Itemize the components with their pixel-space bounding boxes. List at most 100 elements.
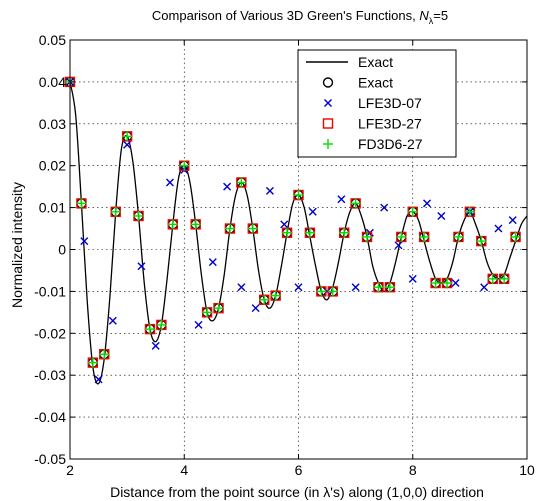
y-tick-label: 0.04 — [39, 74, 66, 90]
data-point — [494, 224, 503, 233]
data-point — [430, 278, 441, 289]
marker-x-b — [80, 237, 89, 246]
y-tick-label: -0.04 — [34, 409, 66, 425]
data-point — [133, 210, 144, 221]
marker-x-b — [108, 316, 117, 325]
y-tick-label: 0 — [58, 242, 66, 258]
series-fd3d6-27-marker — [65, 76, 521, 368]
y-tick-label: -0.02 — [34, 325, 66, 341]
data-point — [265, 186, 274, 195]
data-point — [294, 283, 303, 292]
x-tick-label: 6 — [295, 462, 303, 478]
data-point — [293, 190, 304, 201]
data-point — [510, 231, 521, 242]
y-tick-label: -0.03 — [34, 367, 66, 383]
marker-x-b — [308, 207, 317, 216]
data-point — [487, 273, 498, 284]
data-point — [151, 341, 160, 350]
plot-area — [64, 76, 528, 385]
y-tick-label: 0.01 — [39, 200, 66, 216]
legend-label: Exact — [358, 54, 393, 70]
data-point — [327, 286, 338, 297]
data-point — [167, 219, 178, 230]
marker-x-b — [265, 186, 274, 195]
data-point — [194, 320, 203, 329]
legend-label: Exact — [358, 75, 393, 91]
data-point — [373, 282, 384, 293]
data-point — [499, 273, 510, 284]
legend-label: LFE3D-27 — [358, 116, 422, 132]
marker-x-b — [94, 375, 103, 384]
data-point — [223, 182, 232, 191]
marker-x-b — [223, 182, 232, 191]
marker-square — [322, 118, 334, 129]
x-axis-label: Distance from the point source (in λ's) … — [110, 484, 484, 500]
legend-item: Exact — [306, 54, 393, 70]
legend-item: LFE3D-07 — [324, 95, 422, 111]
legend-marker-swatch — [322, 77, 334, 88]
data-point — [259, 294, 270, 305]
marker-x-b — [323, 287, 332, 296]
marker-x-b — [451, 279, 460, 288]
legend-item: Exact — [322, 75, 393, 91]
y-tick-label: 0.02 — [39, 158, 66, 174]
data-point — [464, 206, 475, 217]
marker-x-b — [423, 199, 432, 208]
marker-x-b — [237, 283, 246, 292]
data-point — [190, 219, 201, 230]
data-point — [80, 237, 89, 246]
data-point — [476, 236, 487, 247]
x-tick-label: 10 — [519, 462, 535, 478]
data-point — [237, 283, 246, 292]
data-point — [156, 319, 167, 330]
x-tick-label: 4 — [180, 462, 188, 478]
data-point — [179, 160, 190, 171]
data-point — [87, 357, 98, 368]
data-point — [308, 207, 317, 216]
data-point — [453, 231, 464, 242]
data-point — [408, 274, 417, 283]
data-point — [451, 279, 460, 288]
data-point — [144, 324, 155, 335]
data-point — [304, 227, 315, 238]
data-point — [76, 198, 87, 209]
marker-x-b — [151, 341, 160, 350]
data-point — [165, 178, 174, 187]
y-tick-label: 0.05 — [39, 32, 66, 48]
data-point — [202, 307, 213, 318]
marker-x-b — [294, 283, 303, 292]
data-point — [419, 231, 430, 242]
data-point — [316, 286, 327, 297]
marker-x-b — [123, 140, 132, 149]
data-point — [247, 223, 258, 234]
legend-label: FD3D6-27 — [358, 136, 423, 152]
marker-x-b — [351, 283, 360, 292]
data-point — [323, 287, 332, 296]
data-point — [208, 258, 217, 267]
chart-title-text: Comparison of Various 3D Green's Functio… — [152, 8, 419, 23]
legend-item: FD3D6-27 — [323, 136, 423, 152]
data-point — [384, 282, 395, 293]
marker-x-b — [394, 241, 403, 250]
marker-x-b — [165, 178, 174, 187]
marker-x-b — [480, 283, 489, 292]
x-tick-label: 2 — [66, 462, 74, 478]
data-point — [423, 199, 432, 208]
data-point — [99, 349, 110, 360]
marker-x-b — [508, 216, 517, 225]
data-point — [282, 227, 293, 238]
marker-x-b — [337, 195, 346, 204]
data-point — [110, 206, 121, 217]
data-point — [480, 283, 489, 292]
marker-x-b — [194, 320, 203, 329]
y-tick-label: -0.01 — [34, 283, 66, 299]
data-point — [407, 206, 418, 217]
legend-marker-swatch — [322, 118, 334, 129]
data-point — [251, 304, 260, 313]
chart-title-symbol: N — [419, 8, 429, 23]
data-point — [351, 283, 360, 292]
data-point — [224, 223, 235, 234]
data-point — [270, 290, 281, 301]
data-point — [137, 262, 146, 271]
